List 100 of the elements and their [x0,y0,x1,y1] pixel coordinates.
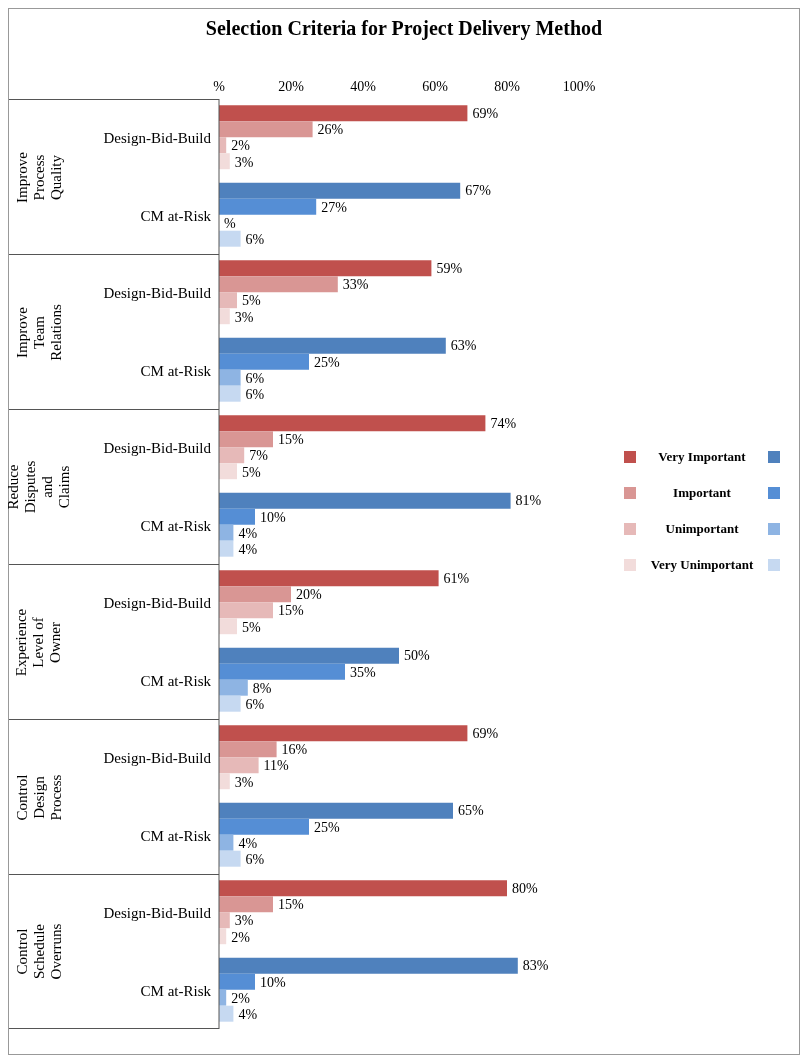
bar [219,757,259,774]
data-label: 7% [249,448,269,464]
data-label: 69% [472,105,499,121]
data-label: 5% [242,464,261,480]
bar [219,773,230,790]
data-label: 81% [515,493,542,509]
bar [219,896,273,913]
legend-label: Very Unimportant [649,557,755,573]
bar [219,353,309,370]
text: Control Design Process [13,773,65,822]
y-tick-label: CM at-Risk [140,672,212,689]
data-label: 6% [245,370,265,386]
data-label: 3% [234,774,254,790]
text: Important [672,485,732,501]
bar [219,957,518,974]
chart-title: Selection Criteria for Project Delivery Method [204,17,604,40]
bar [219,850,241,867]
data-label: 15% [278,897,304,913]
data-label: 3% [234,309,254,325]
bar [219,834,234,851]
bar [219,198,317,215]
bar [219,602,273,619]
data-label: 5% [242,293,261,309]
bar [219,308,230,325]
text: Experience Level of Owner [13,608,65,676]
bar [219,292,237,309]
data-label: 25% [314,819,340,835]
data-label: 3% [234,913,254,929]
x-tick-label: % [213,79,226,94]
data-label: 2% [231,138,251,154]
data-label: 65% [458,803,484,819]
y-tick-label: Design-Bid-Build [103,285,212,302]
bar [219,663,345,680]
bar [219,431,273,448]
y-tick-label: CM at-Risk [140,827,212,844]
data-label: 4% [238,835,258,851]
bar [219,463,237,480]
text: Improve Team Relations [13,302,65,362]
bar [219,121,313,138]
data-label: 16% [281,742,308,758]
data-label: 59% [436,260,463,276]
x-tick-label: 100% [562,79,596,94]
x-tick-label: 20% [278,79,305,94]
bar [219,818,309,835]
data-label: 67% [465,183,492,199]
bar [219,369,241,386]
data-label: 2% [231,929,251,945]
data-label: 61% [443,570,470,586]
bar [219,230,241,247]
bar [219,695,241,712]
bar [219,725,468,742]
legend-label: Unimportant [664,521,740,537]
y-tick-label: CM at-Risk [140,362,212,379]
data-label: 10% [260,974,286,990]
bar [219,880,507,897]
y-tick-label: Design-Bid-Build [103,440,212,457]
bar [219,337,446,354]
bar [219,153,230,170]
legend-label: Very Important [657,449,747,465]
y-tick-label: Design-Bid-Build [103,130,212,147]
data-label: 4% [238,542,258,558]
data-label: 27% [321,199,348,215]
y-tick-label: Design-Bid-Build [103,750,212,767]
data-label: 2% [231,990,251,1006]
data-label: 83% [522,958,549,974]
x-tick-label: 80% [494,79,521,94]
data-label: 6% [245,387,265,403]
bar [219,385,241,402]
data-label: 35% [350,664,376,680]
bar [219,973,255,990]
bar [219,447,245,464]
bar [219,618,237,635]
bar [219,260,432,277]
bar [219,492,511,509]
y-tick-label: Design-Bid-Build [103,905,212,922]
y-tick-label: CM at-Risk [140,517,212,534]
bar [219,802,453,819]
data-label: 69% [472,725,499,741]
bar [219,105,468,122]
y-tick-label: CM at-Risk [140,982,212,999]
text: Improve Process Quality [13,150,65,205]
bar [219,679,248,696]
data-label: 63% [450,338,477,354]
bar [219,508,255,525]
data-label: 15% [278,603,304,619]
bar [219,912,230,929]
bar [219,586,291,603]
data-label: 50% [404,648,430,664]
bar [219,540,234,557]
bar [219,276,338,293]
bar [219,524,234,541]
data-label: 80% [512,880,538,896]
bar [219,415,486,432]
data-label: 25% [314,354,340,370]
x-tick-label: 60% [422,79,449,94]
data-label: 6% [245,697,265,713]
bar [219,741,277,758]
data-label: 3% [234,154,254,170]
y-tick-label: Design-Bid-Build [103,595,212,612]
bar [219,1005,234,1022]
